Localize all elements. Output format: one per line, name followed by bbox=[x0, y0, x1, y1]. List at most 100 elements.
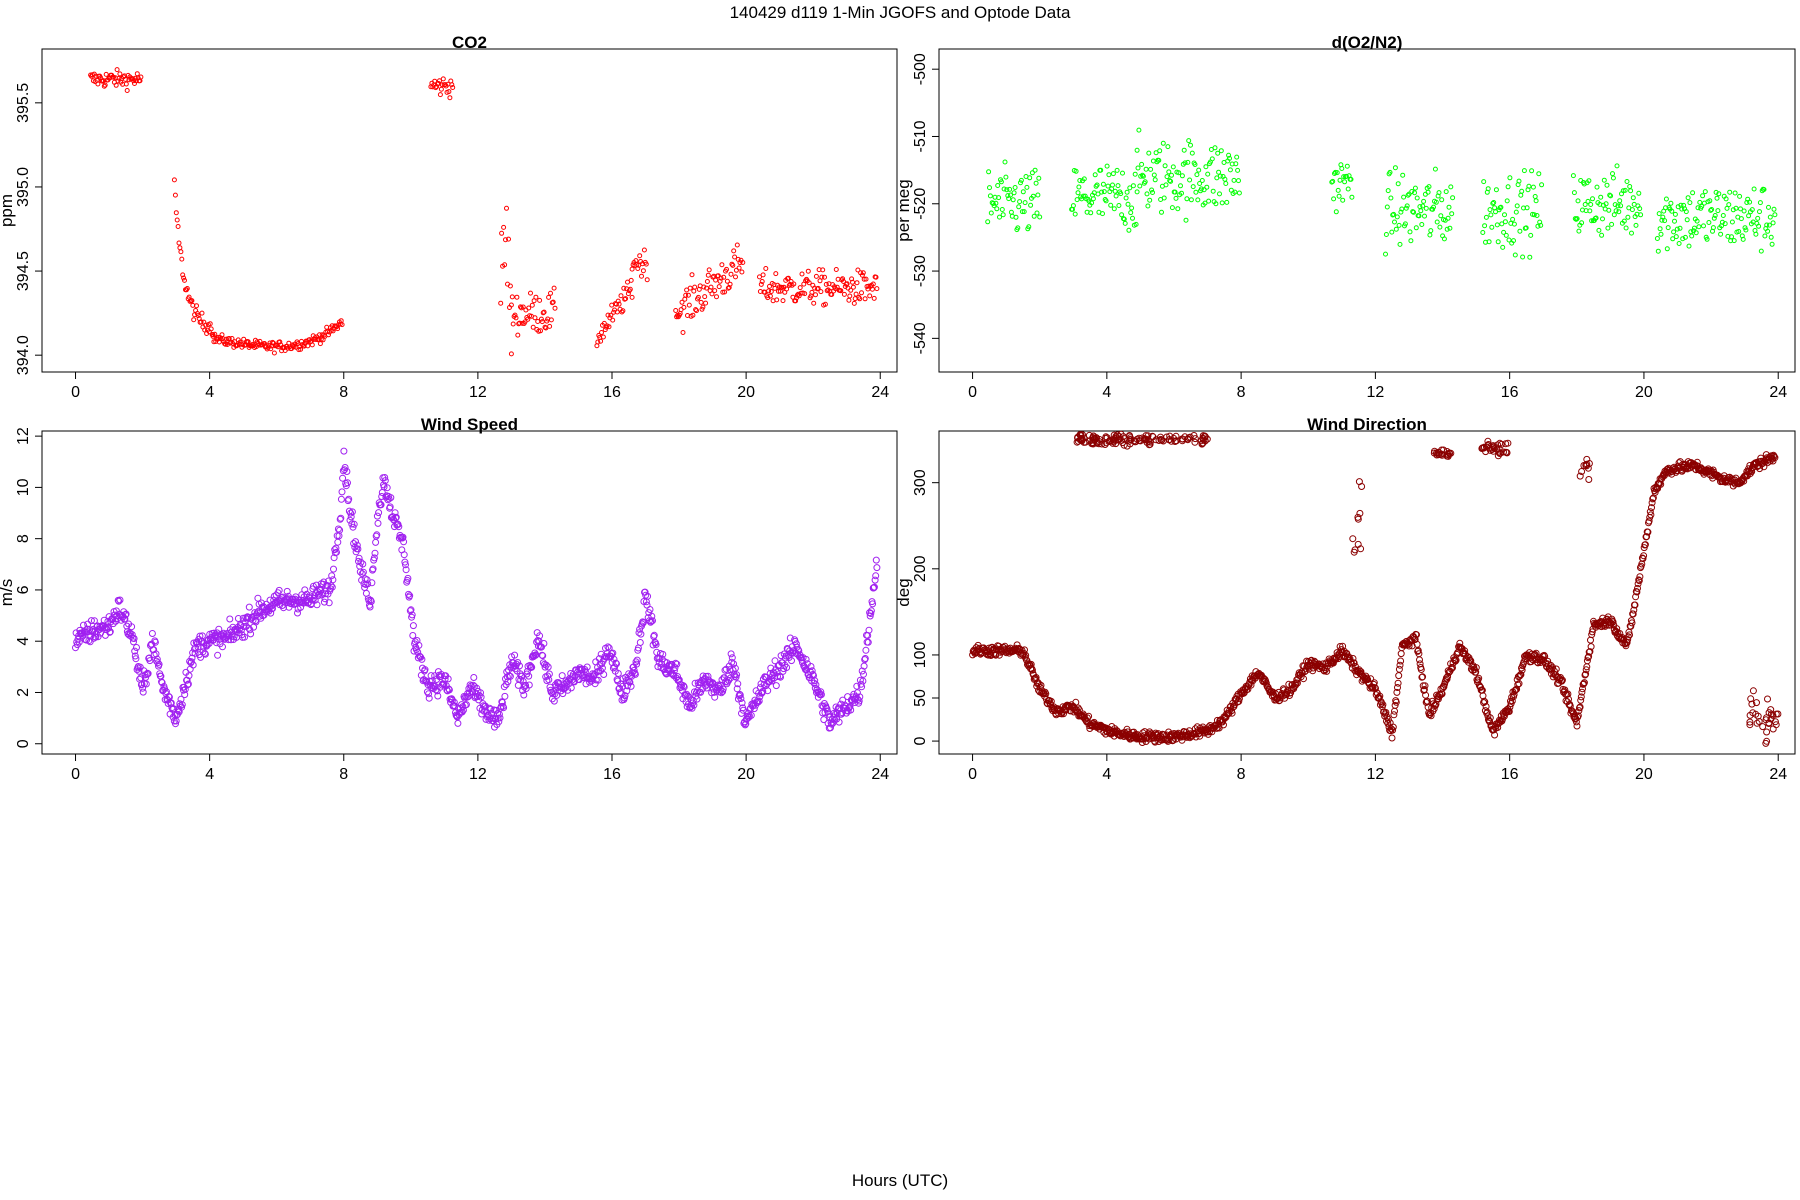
o2n2-data-point bbox=[1706, 220, 1712, 225]
co2-data-point bbox=[227, 340, 233, 346]
o2n2-data-point bbox=[1621, 218, 1627, 224]
wind-speed-data-point bbox=[617, 680, 625, 688]
wind-speed-data-point bbox=[128, 623, 136, 631]
o2n2-data-point bbox=[1732, 190, 1738, 196]
o2n2-data-point bbox=[1485, 186, 1491, 192]
o2n2-data-point bbox=[1579, 220, 1585, 226]
wind-speed-data-point bbox=[325, 599, 333, 607]
wind-speed-data-point bbox=[136, 663, 144, 671]
o2n2-data-point bbox=[1164, 174, 1170, 180]
figure-x-axis-label: Hours (UTC) bbox=[851, 1171, 949, 1190]
o2n2-data-point bbox=[1127, 185, 1133, 191]
o2n2-data-point bbox=[1657, 226, 1663, 232]
wind-speed-data-point bbox=[516, 662, 523, 670]
o2n2-data-point bbox=[1742, 225, 1748, 231]
o2n2-data-point bbox=[1388, 195, 1394, 201]
wind-speed-data-point bbox=[122, 610, 130, 618]
o2n2-data-point bbox=[1677, 225, 1683, 231]
o2n2-ytick-label: -500 bbox=[912, 53, 929, 85]
wind-speed-data-point bbox=[219, 643, 226, 651]
wind-speed-data-point bbox=[383, 484, 391, 492]
co2-data-point bbox=[499, 230, 505, 236]
o2n2-data-point bbox=[1088, 210, 1094, 216]
wind-speed-data-point bbox=[473, 684, 481, 692]
wind-speed-data-point bbox=[600, 671, 608, 678]
o2n2-data-point bbox=[1636, 190, 1642, 196]
wind-speed-data-point bbox=[406, 607, 414, 615]
o2n2-data-point bbox=[1019, 209, 1025, 215]
wind-speed-data-point bbox=[564, 686, 572, 694]
o2n2-data-point bbox=[1029, 170, 1035, 176]
o2n2-data-point bbox=[1629, 207, 1635, 213]
wind-direction-xtick-label: 8 bbox=[1237, 766, 1246, 783]
o2n2-data-point bbox=[1186, 138, 1192, 144]
o2n2-data-point bbox=[1218, 148, 1224, 154]
wind-speed-data-point bbox=[559, 690, 567, 698]
co2-data-point bbox=[690, 312, 696, 318]
o2n2-data-point bbox=[1147, 197, 1153, 203]
co2-data-point bbox=[703, 300, 709, 306]
wind-speed-data-point bbox=[359, 560, 367, 568]
o2n2-data-point bbox=[1008, 209, 1014, 215]
co2-data-point bbox=[639, 273, 644, 279]
o2n2-data-point bbox=[1736, 229, 1742, 234]
co2-data-point bbox=[841, 291, 847, 297]
o2n2-ytick-label: -530 bbox=[912, 255, 929, 287]
wind-speed-data-point bbox=[635, 629, 643, 637]
o2n2-data-point bbox=[1581, 181, 1587, 187]
o2n2-data-point bbox=[1389, 229, 1395, 235]
wind-speed-data-point bbox=[189, 661, 197, 669]
o2n2-data-point bbox=[1234, 154, 1240, 160]
co2-data-point bbox=[784, 286, 790, 292]
o2n2-data-point bbox=[1165, 144, 1171, 150]
co2-data-point bbox=[503, 237, 508, 243]
co2-data-point bbox=[115, 78, 121, 84]
co2-data-point bbox=[522, 319, 528, 325]
co2-data-point bbox=[637, 253, 643, 259]
co2-data-point bbox=[506, 236, 511, 242]
co2-data-point bbox=[271, 350, 277, 356]
o2n2-data-point bbox=[1181, 147, 1187, 153]
o2n2-data-point bbox=[1528, 232, 1534, 238]
wind-speed-title: Wind Speed bbox=[421, 415, 518, 434]
o2n2-data-point bbox=[1437, 224, 1443, 230]
co2-data-point bbox=[316, 336, 322, 342]
o2n2-data-point bbox=[985, 219, 991, 225]
co2-data-point bbox=[195, 313, 201, 319]
o2n2-data-point bbox=[1104, 163, 1110, 169]
o2n2-data-point bbox=[1612, 202, 1618, 208]
o2n2-data-point bbox=[1654, 236, 1660, 241]
o2n2-data-point bbox=[1709, 207, 1715, 212]
wind-direction-data-point bbox=[1749, 687, 1757, 695]
wind-speed-data-point bbox=[427, 672, 435, 680]
co2-data-point bbox=[180, 272, 186, 278]
wind-speed-data-point bbox=[783, 664, 791, 671]
co2-data-point bbox=[628, 277, 634, 283]
wind-speed-data-point bbox=[808, 667, 816, 675]
wind-direction-xtick-label: 0 bbox=[968, 766, 977, 783]
o2n2-data-point bbox=[1589, 218, 1595, 224]
co2-data-point bbox=[865, 286, 871, 292]
co2-data-point bbox=[720, 289, 726, 295]
co2-data-point bbox=[123, 81, 129, 87]
wind-speed-data-point bbox=[255, 607, 262, 615]
o2n2-data-point bbox=[1137, 183, 1143, 189]
o2n2-data-point bbox=[1704, 236, 1710, 242]
wind-speed-data-point bbox=[737, 695, 745, 702]
co2-data-point bbox=[182, 277, 187, 283]
wind-speed-data-point bbox=[356, 568, 364, 576]
wind-speed-data-point bbox=[392, 513, 400, 521]
co2-data-point bbox=[203, 322, 209, 328]
o2n2-data-point bbox=[1001, 186, 1007, 192]
o2n2-data-point bbox=[1707, 198, 1713, 204]
o2n2-data-point bbox=[1112, 188, 1118, 194]
o2n2-data-point bbox=[1206, 198, 1212, 204]
wind-speed-data-point bbox=[381, 477, 389, 485]
co2-data-point bbox=[714, 294, 719, 300]
wind-speed-data-point bbox=[846, 702, 854, 710]
wind-speed-xtick-label: 20 bbox=[737, 766, 755, 783]
wind-speed-data-point bbox=[339, 467, 347, 475]
o2n2-data-point bbox=[1480, 230, 1486, 235]
o2n2-data-point bbox=[1575, 198, 1581, 204]
o2n2-data-point bbox=[1400, 172, 1406, 178]
